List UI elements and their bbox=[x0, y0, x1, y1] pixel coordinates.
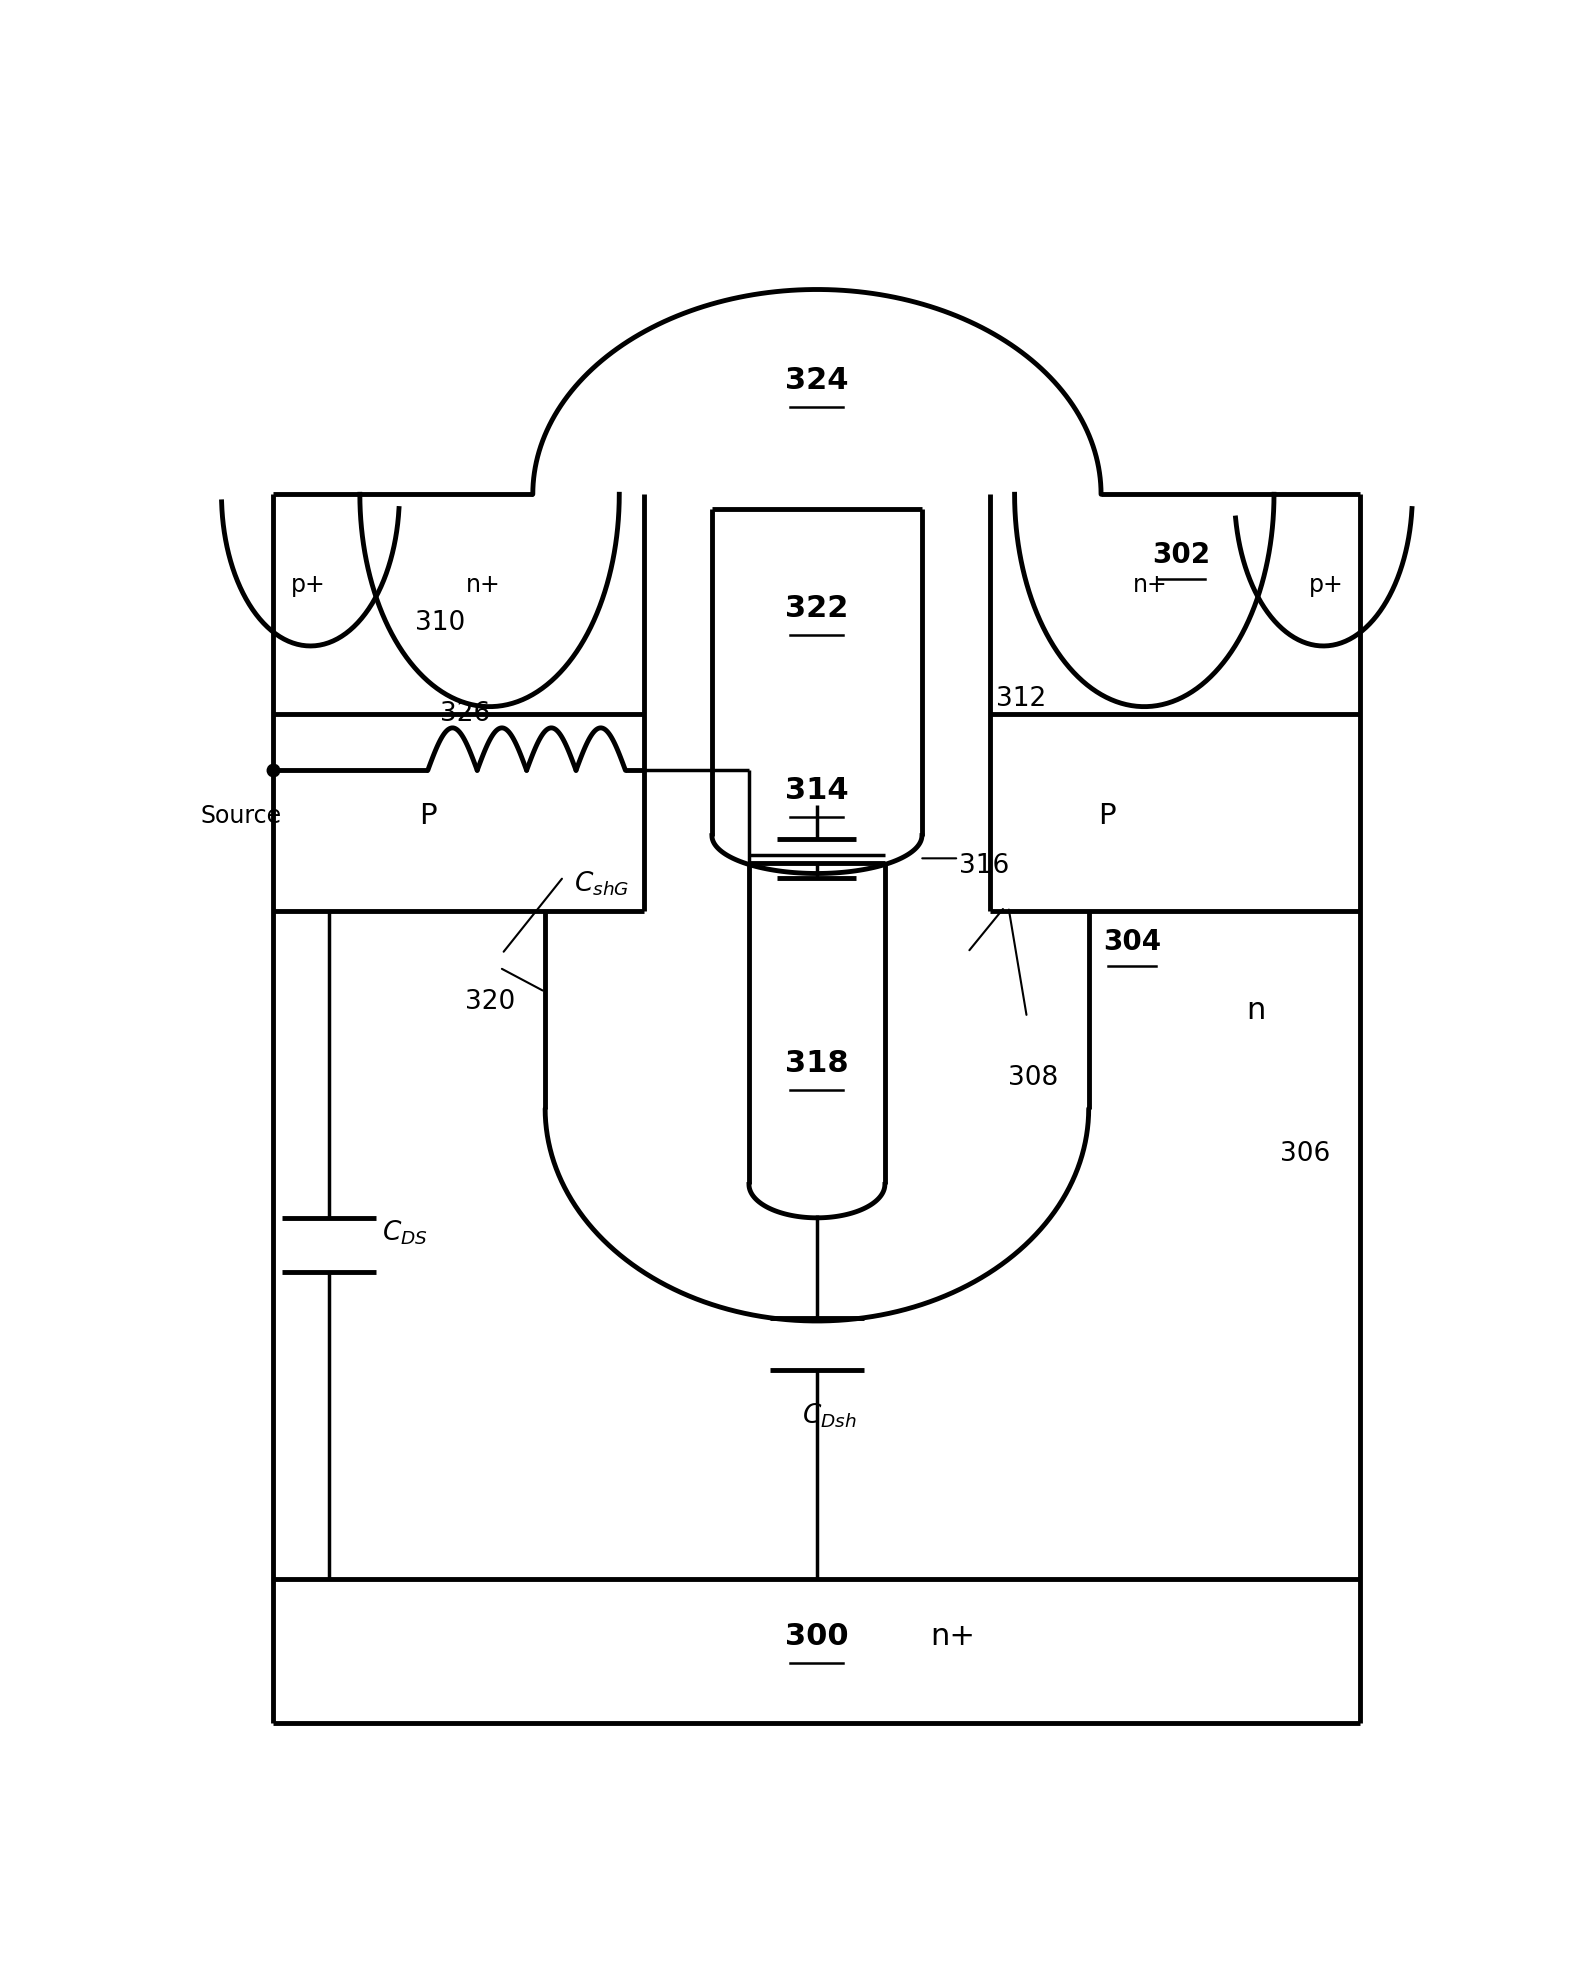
Text: 316: 316 bbox=[960, 853, 1009, 879]
Text: 314: 314 bbox=[786, 776, 848, 804]
Text: Source: Source bbox=[201, 804, 282, 827]
Text: 310: 310 bbox=[414, 611, 465, 636]
Text: n+: n+ bbox=[465, 573, 501, 597]
Text: 308: 308 bbox=[1009, 1066, 1058, 1091]
Text: $C_{Dsh}$: $C_{Dsh}$ bbox=[802, 1401, 856, 1430]
Text: 326: 326 bbox=[440, 701, 491, 727]
Text: $C_{shG}$: $C_{shG}$ bbox=[574, 871, 630, 898]
Text: n: n bbox=[1247, 995, 1266, 1024]
Text: $C_{DS}$: $C_{DS}$ bbox=[383, 1219, 427, 1247]
Text: p+: p+ bbox=[290, 573, 325, 597]
Text: 322: 322 bbox=[786, 593, 848, 623]
Text: 304: 304 bbox=[1103, 928, 1160, 955]
Text: 300: 300 bbox=[786, 1621, 848, 1651]
Text: 306: 306 bbox=[1280, 1141, 1331, 1166]
Text: P: P bbox=[419, 802, 437, 829]
Text: n+: n+ bbox=[1133, 573, 1168, 597]
Text: p+: p+ bbox=[1309, 573, 1344, 597]
Text: 318: 318 bbox=[786, 1048, 848, 1078]
Text: 302: 302 bbox=[1152, 542, 1210, 569]
Text: 320: 320 bbox=[465, 989, 515, 1015]
Text: n+: n+ bbox=[931, 1621, 976, 1651]
Text: 324: 324 bbox=[786, 366, 848, 396]
Text: 312: 312 bbox=[996, 686, 1046, 711]
Text: P: P bbox=[1098, 802, 1116, 829]
